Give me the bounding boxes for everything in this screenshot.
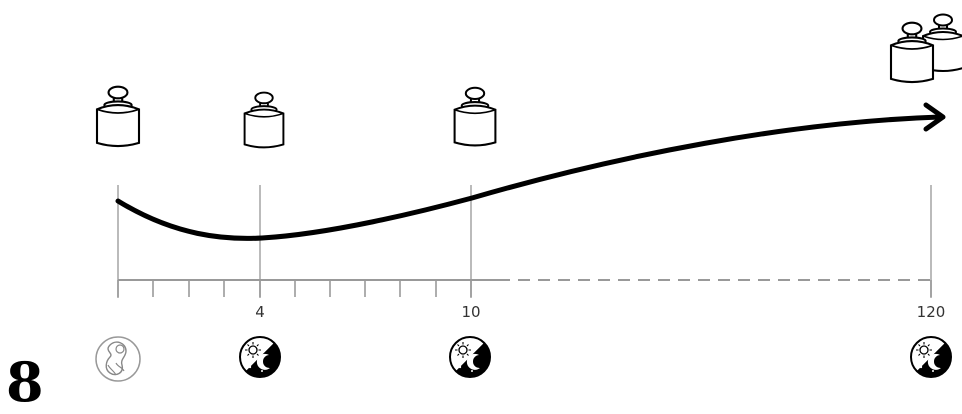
guide-lines	[117, 185, 932, 298]
day-night-icon	[239, 336, 281, 378]
day-night-icon	[910, 336, 952, 378]
weight-trend-curve	[115, 114, 943, 241]
fetus-icon	[95, 336, 141, 382]
tick-label-120: 120	[917, 303, 946, 321]
tick-label-4: 4	[255, 303, 265, 321]
arrow-head-icon	[923, 102, 946, 132]
weight-icon	[453, 86, 497, 147]
axis-minor-ticks	[117, 280, 932, 297]
figure-number: 8	[6, 350, 44, 414]
weight-icon	[243, 91, 285, 149]
timeline-axis	[117, 279, 932, 297]
double-weight-icon	[889, 13, 962, 84]
weight-icon	[95, 85, 141, 148]
tick-label-10: 10	[461, 303, 480, 321]
day-night-icon	[449, 336, 491, 378]
